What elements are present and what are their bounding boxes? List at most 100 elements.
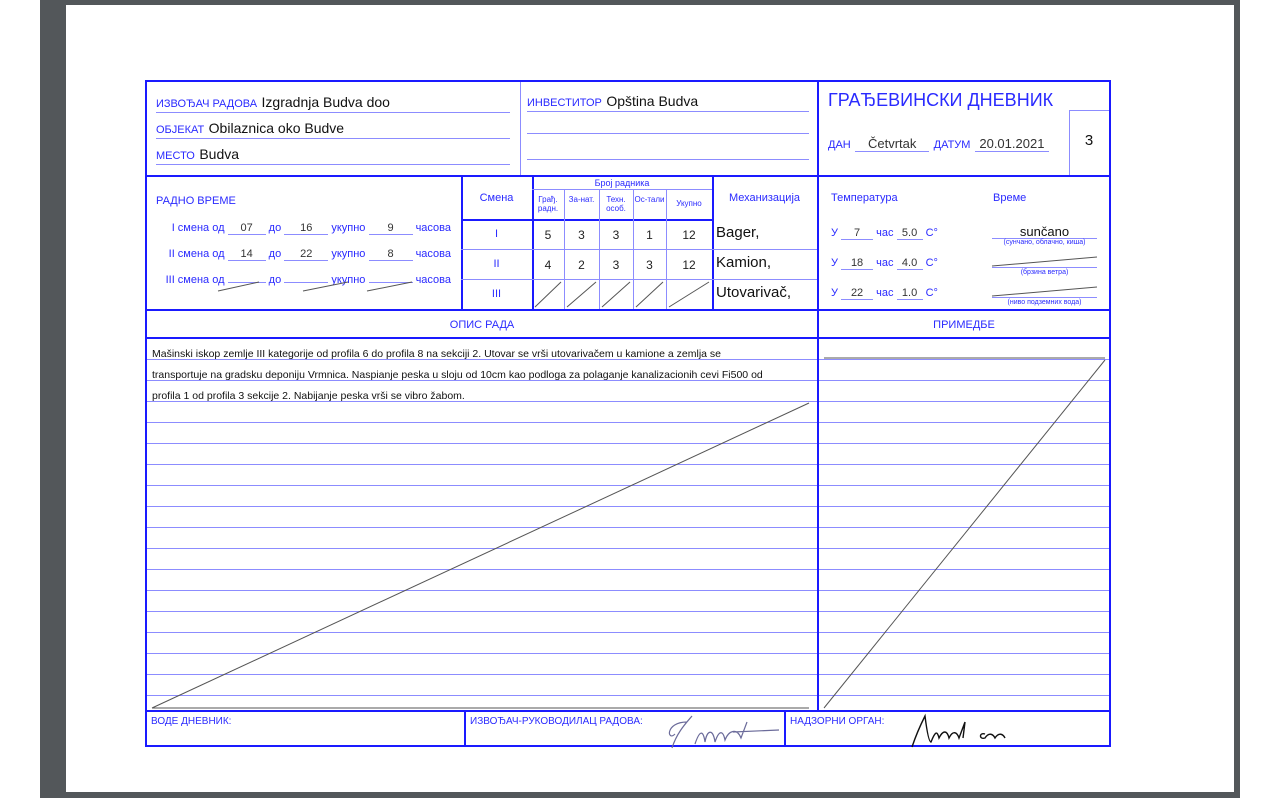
shift-to: 22 [284, 248, 329, 261]
strike-lines [151, 256, 1106, 749]
diary-title: ГРАЂЕВИНСКИ ДНЕВНИК [828, 90, 1054, 110]
unit-label: C° [925, 287, 938, 299]
mechanization-value: Kamion, [716, 254, 772, 271]
hours-label: часова [415, 222, 451, 234]
temperature-label: Температура [831, 192, 898, 204]
total-label: укупно [331, 248, 366, 260]
date-label: ДАТУМ [933, 139, 971, 151]
shift-time-row: II смена од 14 до 22 укупно 8 часова [147, 248, 451, 261]
contractor-field: ИЗВОЂАЧ РАДОВА Izgradnja Budva doo [156, 94, 510, 113]
mechanization-value: Utovarivač, [716, 284, 792, 301]
col-header-builders: Грађ. радн. [537, 195, 559, 213]
at-label: У [831, 287, 838, 299]
work-description: Mašinski iskop zemlje III kategorije od … [152, 344, 763, 407]
place-label: МЕСТО [156, 150, 195, 162]
worker-count-cell: 12 [682, 258, 696, 272]
worker-count-cell: 3 [612, 228, 620, 242]
at-label: У [831, 227, 838, 239]
worker-count-cell: 5 [544, 228, 552, 242]
description-line: Mašinski iskop zemlje III kategorije od … [152, 348, 721, 360]
shift-time-row: III смена од до укупно часова [147, 274, 451, 286]
shift-to: 16 [284, 222, 329, 235]
weather-conditions-value: sunčano [992, 225, 1097, 239]
worker-count-cell: 3 [612, 258, 620, 272]
shift-label: II смена [168, 248, 210, 260]
total-label: укупно [331, 222, 366, 234]
shift-to [284, 282, 329, 283]
shift-label: I смена [171, 222, 210, 234]
total-label: укупно [331, 274, 366, 286]
unit-label: C° [925, 227, 938, 239]
shift-total: 9 [368, 222, 413, 235]
hours-label: часова [415, 248, 451, 260]
worker-count-cell: 3 [578, 228, 585, 242]
shift-number: II [493, 258, 500, 270]
temperature-reading: У 22 час 1.0 C° [831, 287, 938, 300]
reading-temp: 5.0 [896, 227, 923, 240]
working-time-title: РАДНО ВРЕМЕ [156, 195, 236, 207]
hours-label: часова [415, 274, 451, 286]
mechanization-header: Механизација [728, 192, 801, 204]
from-label: од [212, 222, 225, 234]
mechanization-value: Bager, [716, 224, 760, 241]
temperature-reading: У 7 час 5.0 C° [831, 227, 938, 240]
object-value: Obilaznica oko Budve [208, 120, 345, 136]
groundwater-hint: (ниво подземних вода) [1007, 299, 1082, 306]
conditions-hint: (сунчано, облачно, киша) [1003, 239, 1086, 246]
wind-hint: (брзина ветра) [1020, 269, 1069, 276]
shift-number: I [494, 228, 499, 240]
col-header-technical: Техн. особ. [606, 195, 626, 213]
col-header-total: Укупно [676, 199, 702, 208]
unit-label: C° [925, 257, 938, 269]
shift-from: 07 [227, 222, 266, 235]
to-label: до [268, 274, 282, 286]
construction-diary-form: ИЗВОЂАЧ РАДОВА Izgradnja Budva doo ОБЈЕК… [145, 80, 1111, 749]
day-value: Četvrtak [855, 136, 930, 152]
shift-header: Смена [479, 192, 514, 204]
worker-count-cell: 1 [646, 228, 653, 242]
manager-label: ИЗВОЂАЧ-РУКОВОДИЛАЦ РАДОВА: [470, 716, 643, 727]
diary-keeper-label: ВОДЕ ДНЕВНИК: [151, 716, 232, 727]
at-label: У [831, 257, 838, 269]
description-line: transportuje na gradsku deponiju Vrmnica… [152, 369, 763, 381]
weather-label: Време [993, 192, 1027, 204]
shift-total: 8 [368, 248, 413, 261]
contractor-label: ИЗВОЂАЧ РАДОВА [156, 98, 258, 110]
shift-from [227, 282, 266, 283]
manager-signature [668, 715, 780, 749]
day-date-row: ДАН Četvrtak ДАТУМ 20.01.2021 [828, 135, 1049, 153]
description-line: profila 1 od profila 3 sekcije 2. Nabija… [152, 390, 465, 402]
from-label: од [212, 248, 225, 260]
shift-from: 14 [227, 248, 266, 261]
object-label: ОБЈЕКАТ [156, 124, 205, 136]
object-field: ОБЈЕКАТ Obilaznica oko Budve [156, 120, 510, 139]
worker-count-header: Број радника [594, 178, 650, 188]
page-number: 3 [1084, 132, 1094, 149]
investor-value: Opština Budva [606, 93, 699, 109]
hour-label: час [876, 287, 894, 299]
from-label: од [212, 274, 225, 286]
col-header-others: Ос-тали [634, 195, 665, 204]
date-value: 20.01.2021 [974, 136, 1049, 152]
reading-temp: 1.0 [896, 287, 923, 300]
reading-hour: 18 [841, 257, 874, 270]
col-header-craftsmen: За-нат. [568, 195, 595, 204]
to-label: до [268, 248, 282, 260]
document-page [66, 5, 1234, 792]
contractor-value: Izgradnja Budva doo [261, 94, 390, 110]
investor-field: ИНВЕСТИТОР Opština Budva [527, 93, 809, 112]
shift-label: III смена [165, 274, 210, 286]
place-field: МЕСТО Budva [156, 146, 510, 165]
remarks-title: ПРИМЕДБЕ [933, 319, 995, 331]
shift-time-row: I смена од 07 до 16 укупно 9 часова [147, 222, 451, 235]
worker-count-cell: 12 [682, 228, 696, 242]
shift-number: III [491, 288, 502, 300]
shift-total [368, 282, 413, 283]
worker-count-cell: 3 [646, 258, 653, 272]
investor-label: ИНВЕСТИТОР [527, 97, 602, 109]
hour-label: час [876, 227, 894, 239]
place-value: Budva [199, 146, 240, 162]
hour-label: час [876, 257, 894, 269]
worker-count-cell: 2 [578, 258, 585, 272]
worker-count-cell: 4 [544, 258, 552, 272]
